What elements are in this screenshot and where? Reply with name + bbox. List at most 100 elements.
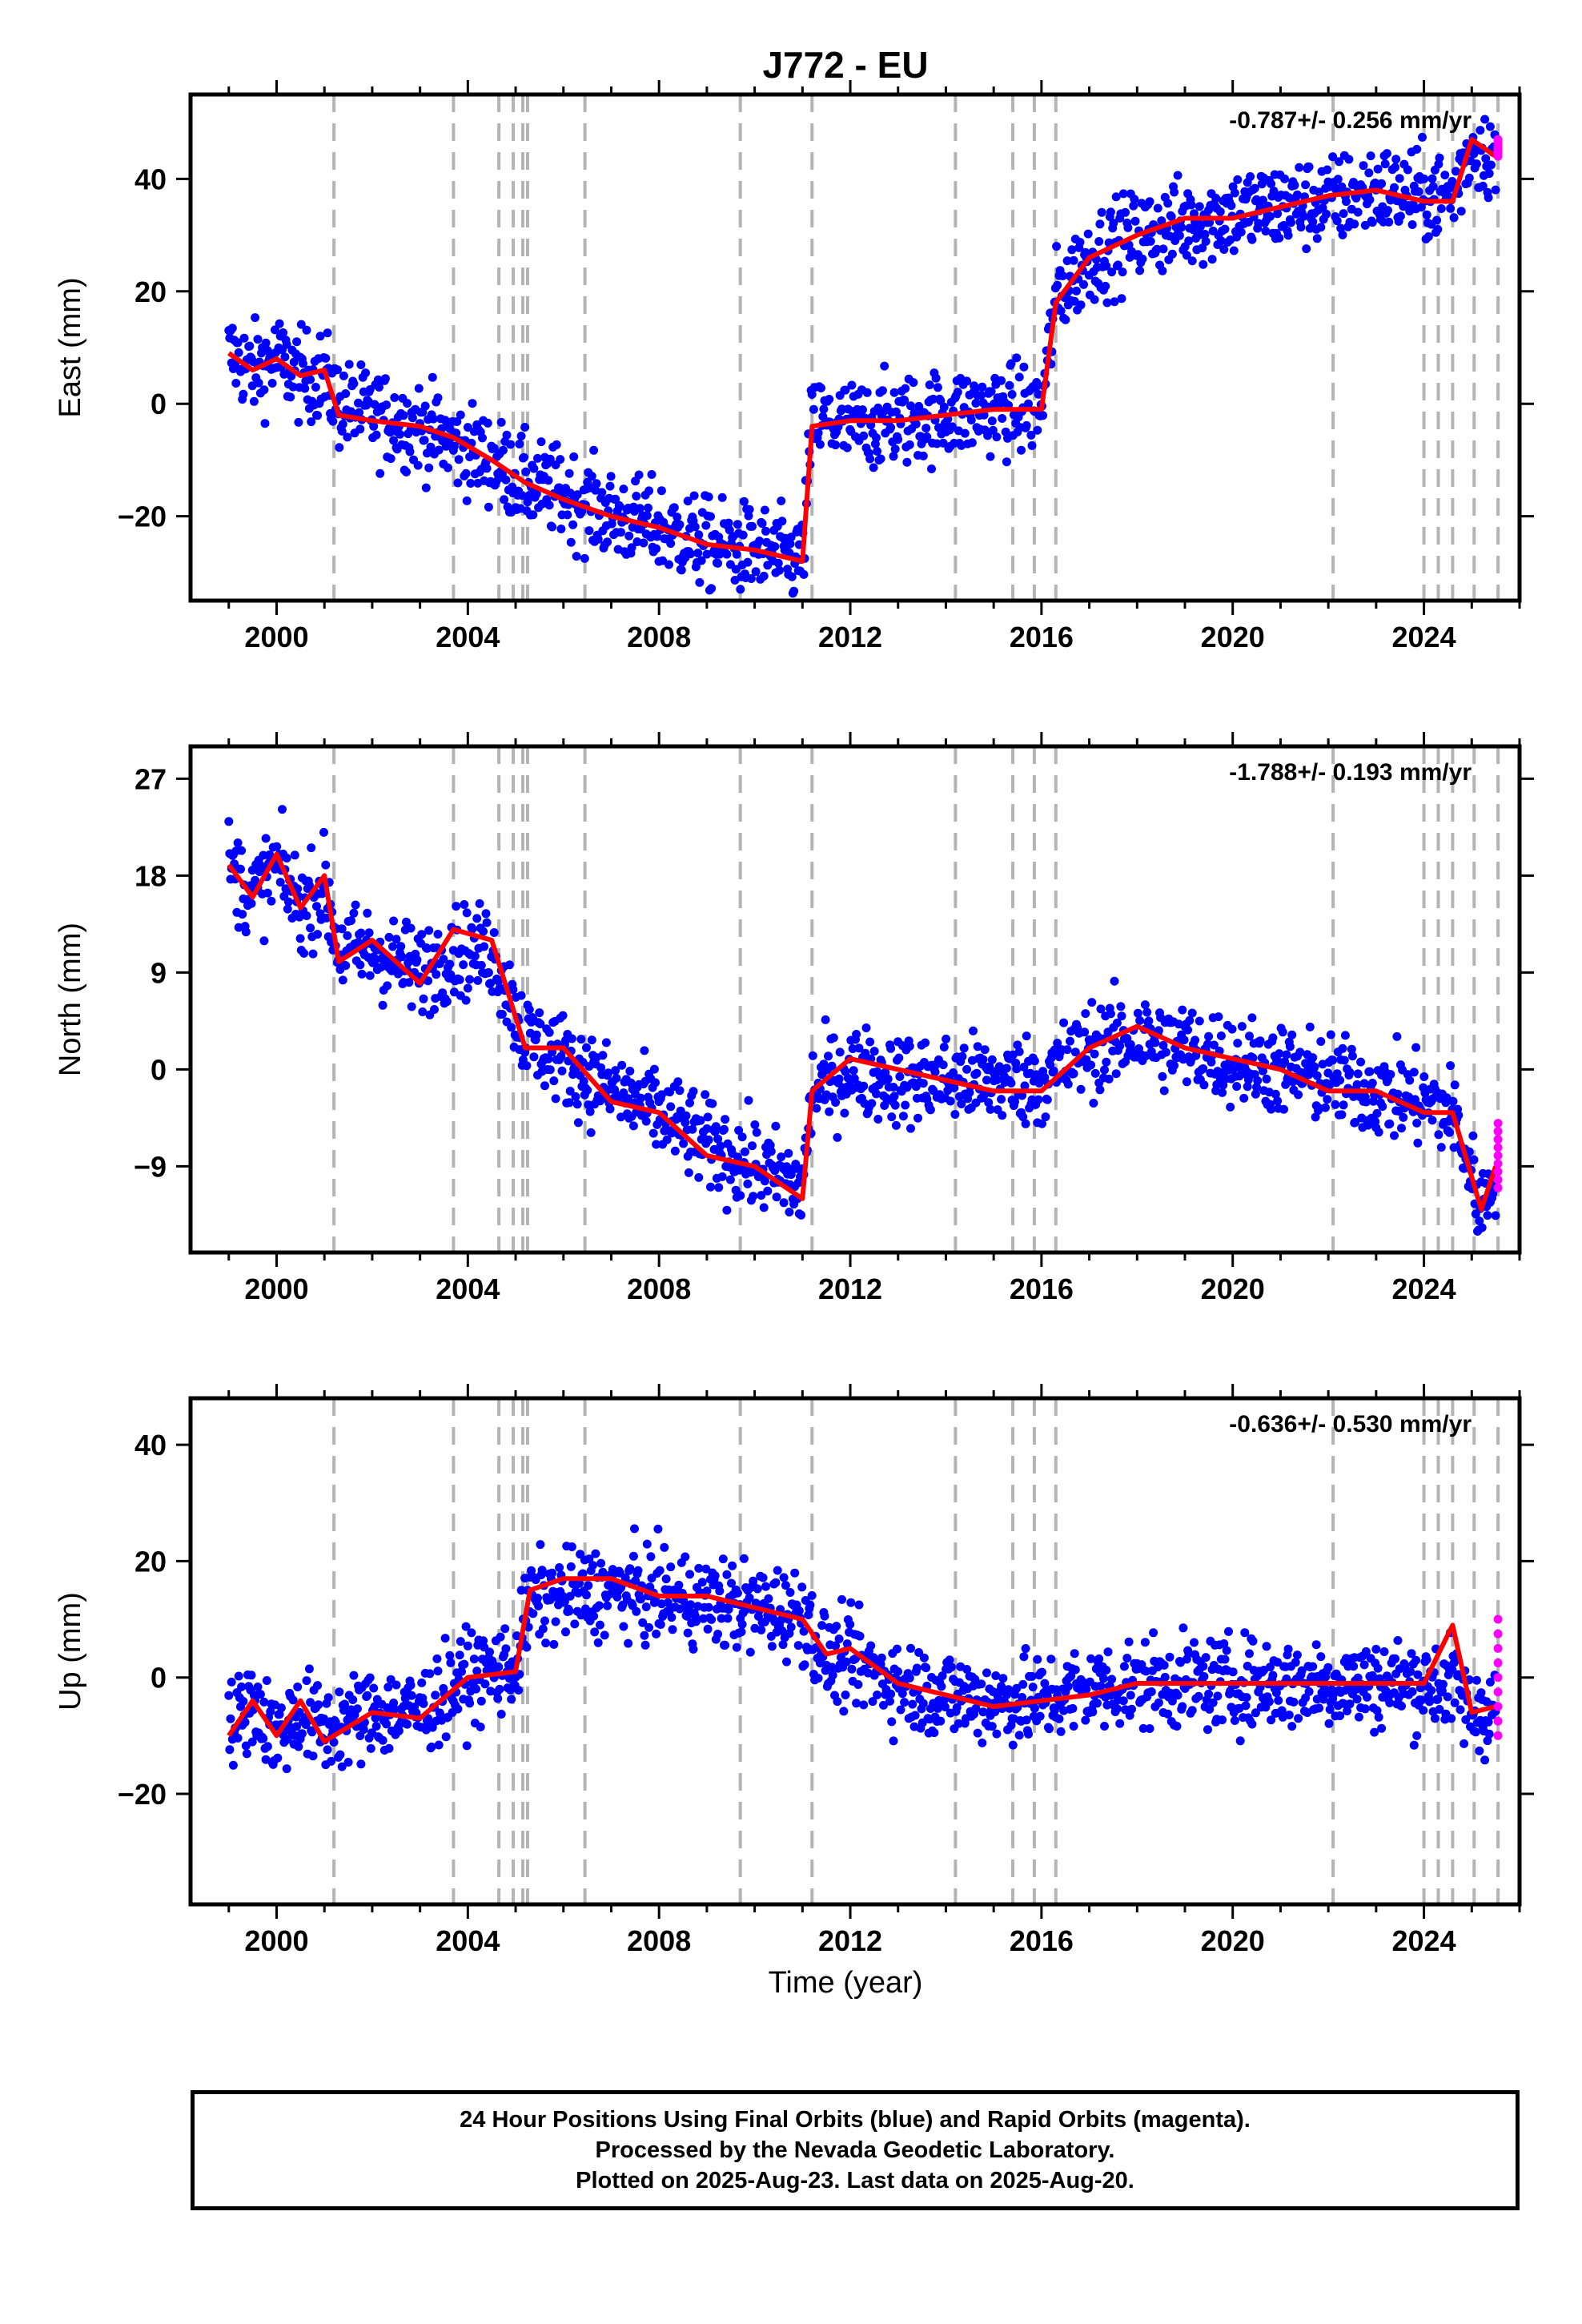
final-point <box>1024 399 1033 408</box>
final-point <box>746 574 756 583</box>
final-point <box>1006 359 1016 368</box>
x-tick-label: 2008 <box>627 1273 691 1305</box>
final-point <box>359 1725 368 1735</box>
final-point <box>815 440 825 449</box>
final-point <box>704 493 713 501</box>
final-point <box>499 445 508 455</box>
model-line <box>227 1576 1496 1744</box>
final-point <box>276 1703 286 1713</box>
final-point <box>1487 160 1496 170</box>
final-point <box>785 548 794 557</box>
final-point <box>293 1683 303 1691</box>
final-point <box>1275 1049 1284 1059</box>
final-point <box>466 479 476 488</box>
final-point <box>535 1008 544 1018</box>
final-point <box>1273 209 1283 219</box>
final-point <box>1378 1102 1387 1112</box>
final-point <box>1290 180 1299 190</box>
final-point <box>507 1695 516 1704</box>
y-ticks: −20 0 20 40 <box>118 1429 1534 1811</box>
final-point <box>1450 1698 1460 1707</box>
final-point <box>1363 1692 1371 1702</box>
final-point <box>1391 163 1400 172</box>
final-point <box>378 1000 387 1010</box>
rapid-point <box>1493 1159 1503 1168</box>
final-point <box>689 1087 698 1096</box>
final-point <box>566 1562 576 1571</box>
final-point <box>508 985 518 995</box>
final-point <box>683 497 693 506</box>
final-point <box>1110 976 1119 986</box>
final-point <box>1056 306 1066 316</box>
final-point <box>1076 1084 1086 1094</box>
final-point <box>347 916 355 926</box>
final-point <box>1021 1119 1030 1128</box>
final-point <box>417 930 427 939</box>
final-point <box>423 943 432 953</box>
final-point <box>779 1573 789 1582</box>
final-point <box>589 445 599 455</box>
final-point <box>642 1539 652 1549</box>
final-point <box>660 1542 669 1552</box>
final-point <box>399 411 408 420</box>
final-point <box>713 1134 723 1144</box>
final-point <box>482 464 492 473</box>
final-point <box>1205 1704 1215 1714</box>
final-point <box>706 512 715 521</box>
final-point <box>1315 1703 1324 1713</box>
final-point <box>239 333 249 343</box>
final-point <box>984 1098 994 1108</box>
final-point <box>390 393 400 402</box>
final-point <box>733 1152 742 1162</box>
final-point <box>275 878 285 887</box>
rapid-point <box>1493 1167 1503 1176</box>
final-point <box>271 325 279 335</box>
final-point <box>1312 234 1322 243</box>
final-point <box>1026 430 1036 440</box>
final-point <box>1022 1031 1031 1041</box>
panel-up: 2000 2004 2008 2012 2016 2020 2024 −20 0 20 40 Up (… <box>54 1384 1534 1957</box>
final-point <box>327 1756 336 1766</box>
final-point <box>1070 1665 1080 1675</box>
final-point <box>1227 201 1236 211</box>
y-ticks: −20 0 20 40 <box>118 163 1534 533</box>
final-point <box>380 374 390 384</box>
final-point <box>1427 1686 1436 1695</box>
final-point <box>1040 1072 1050 1082</box>
final-point <box>1095 1085 1105 1095</box>
final-point <box>1422 1655 1431 1664</box>
final-point <box>407 1691 416 1700</box>
final-point <box>988 425 998 435</box>
final-point <box>1279 1104 1288 1114</box>
final-point <box>1096 1004 1106 1014</box>
final-point <box>987 1055 997 1064</box>
final-point <box>1140 1000 1150 1010</box>
final-point <box>1435 153 1444 163</box>
final-point <box>584 526 594 536</box>
final-point <box>807 1590 817 1600</box>
rapid-point <box>1493 1643 1503 1653</box>
final-point <box>714 1183 724 1192</box>
final-point <box>292 337 302 347</box>
final-point <box>889 452 898 461</box>
rapid-point <box>1493 1183 1503 1192</box>
final-point <box>1104 1074 1114 1084</box>
final-point <box>1127 1704 1136 1714</box>
final-point <box>737 1619 747 1629</box>
final-point <box>852 1699 861 1708</box>
final-point <box>753 1584 762 1594</box>
final-point <box>302 325 311 335</box>
final-point <box>424 926 434 935</box>
final-point <box>489 928 499 937</box>
final-point <box>349 379 359 388</box>
final-point <box>849 1074 859 1084</box>
final-point <box>1237 1022 1247 1031</box>
x-tick-label: 2008 <box>627 621 691 653</box>
final-point <box>1384 217 1394 227</box>
final-point <box>842 1639 852 1649</box>
final-point <box>521 467 531 476</box>
final-point <box>785 539 795 549</box>
final-point <box>1254 219 1263 228</box>
final-point <box>1135 266 1145 275</box>
final-point <box>764 1594 773 1603</box>
